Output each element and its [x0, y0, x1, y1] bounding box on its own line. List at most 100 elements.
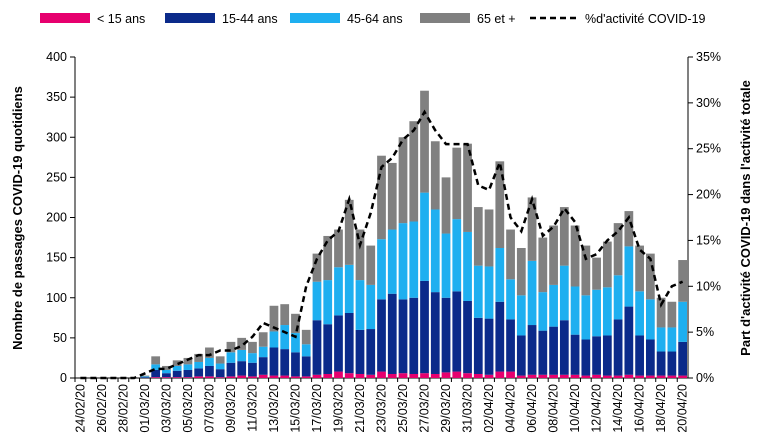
x-tick-label: 19/03/20	[331, 384, 345, 433]
bar-segment	[151, 369, 161, 378]
x-tick-label: 09/03/20	[224, 384, 238, 433]
bar-segment	[430, 292, 440, 374]
bar-segment	[602, 241, 612, 288]
bar-segment	[366, 245, 376, 285]
y-tick-label: 50	[53, 331, 67, 345]
bar-segment	[495, 301, 505, 372]
bar-segment	[312, 320, 322, 375]
bar-segment	[258, 357, 268, 375]
bar-segment	[538, 292, 548, 331]
bar-segment	[656, 375, 666, 378]
bar-segment	[473, 373, 483, 378]
bar-segment	[237, 361, 247, 376]
bar-segment	[355, 373, 365, 378]
bar-segment	[592, 374, 601, 378]
bar-segment	[398, 223, 408, 300]
legend-label: 15-44 ans	[222, 12, 278, 26]
bar-segment	[140, 375, 150, 377]
bar-segment	[656, 327, 666, 352]
bar-segment	[377, 299, 386, 372]
bar-segment	[624, 211, 634, 247]
x-tick-label: 31/03/20	[461, 384, 475, 433]
bar-segment	[387, 373, 397, 378]
bar-segment	[237, 375, 247, 378]
x-tick-label: 06/04/20	[525, 384, 539, 433]
bar-segment	[398, 137, 408, 224]
bar-segment	[473, 317, 483, 374]
bar-segment	[409, 373, 419, 378]
bar-segment	[527, 374, 537, 378]
bar-segment	[635, 375, 644, 378]
bar-segment	[269, 305, 279, 332]
bar-segment	[420, 280, 429, 374]
bar-segment	[516, 247, 526, 296]
bar-segment	[334, 371, 343, 378]
bar-segment	[570, 334, 580, 375]
bar-segment	[205, 365, 214, 377]
bar-segment	[205, 376, 214, 378]
bar-segment	[484, 374, 494, 378]
bar-segment	[624, 306, 634, 375]
bar-segment	[301, 344, 311, 357]
bar-segment	[355, 329, 365, 374]
bar-segment	[215, 377, 225, 378]
bar-segment	[613, 275, 623, 320]
bar-segment	[183, 369, 193, 378]
y-tick-label: 150	[46, 251, 67, 265]
bar-segment	[527, 197, 537, 261]
bar-segment	[635, 245, 644, 292]
bar-segment	[183, 357, 193, 365]
bar-segment	[581, 339, 591, 376]
bar-segment	[140, 377, 150, 378]
bar-segment	[258, 332, 268, 347]
bar-segment	[645, 339, 655, 376]
bar-segment	[291, 313, 300, 334]
bar-segment	[506, 279, 515, 320]
bar-segment	[645, 375, 655, 378]
bar-segment	[667, 327, 677, 352]
bar-segment	[506, 371, 515, 378]
x-tick-label: 03/03/20	[159, 384, 173, 433]
bar-segment	[516, 375, 526, 378]
bar-segment	[516, 335, 526, 376]
x-tick-label: 12/04/20	[590, 384, 604, 433]
bar-segment	[323, 373, 333, 378]
bar-segment	[656, 297, 666, 328]
bar-segment	[549, 284, 558, 327]
bar-segment	[602, 287, 612, 336]
bar-segment	[258, 374, 268, 378]
bar-segment	[602, 375, 612, 378]
x-tick-label: 26/02/20	[95, 384, 109, 433]
bar-segment	[570, 225, 580, 287]
bar-segment	[613, 223, 623, 276]
bar-segment	[172, 365, 182, 371]
bar-segment	[624, 246, 634, 307]
bar-segment	[312, 281, 322, 321]
y-tick-label: 400	[46, 50, 67, 64]
bar-segment	[183, 377, 193, 378]
bar-segment	[323, 235, 333, 281]
bar-segment	[613, 319, 623, 376]
bar-segment	[635, 291, 644, 336]
legend-swatch	[290, 13, 340, 23]
bar-segment	[194, 376, 204, 378]
bar-segment	[549, 374, 558, 378]
bar-segment	[430, 209, 440, 293]
bar-segment	[301, 356, 311, 377]
bar-segment	[430, 141, 440, 210]
bar-segment	[162, 365, 171, 370]
x-tick-label: 10/04/20	[568, 384, 582, 433]
bar-segment	[280, 325, 290, 350]
y2-tick-label: 15%	[696, 233, 721, 247]
bar-segment	[495, 371, 505, 378]
x-tick-label: 15/03/20	[288, 384, 302, 433]
bar-segment	[441, 233, 451, 298]
y-tick-label: 300	[46, 130, 67, 144]
bar-segment	[248, 362, 257, 377]
bar-segment	[506, 229, 515, 280]
x-tick-label: 25/03/20	[396, 384, 410, 433]
y-axis-title: Nombre de passages COVID-19 quotidiens	[10, 86, 25, 350]
bar-segment	[592, 336, 601, 375]
bar-segment	[334, 267, 343, 316]
y-tick-label: 250	[46, 170, 67, 184]
